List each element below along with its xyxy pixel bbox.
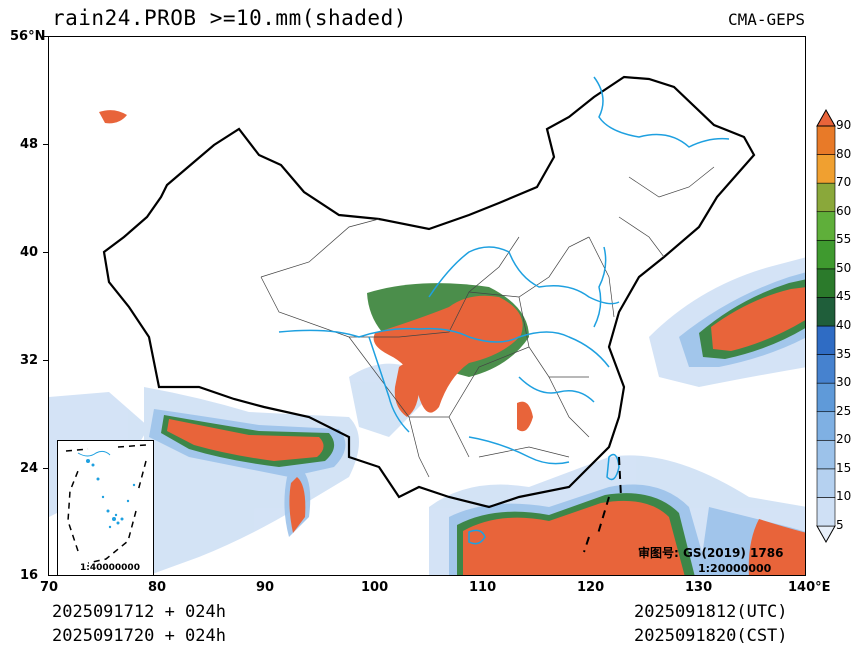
- tick: [43, 36, 48, 37]
- colorbar-segment: [816, 239, 836, 270]
- rivers: [278, 76, 730, 465]
- map-scale: 1:20000000: [698, 562, 772, 575]
- lon-label-80: 80: [148, 580, 167, 595]
- provincial-borders: [260, 166, 715, 478]
- tick: [43, 360, 48, 361]
- map-approval-number: 审图号: GS(2019) 1786: [638, 546, 784, 560]
- colorbar-segment: [816, 439, 836, 470]
- init-time-cst: 2025091720 + 024h: [52, 626, 226, 646]
- colorbar-high-triangle: [816, 108, 836, 127]
- lon-label-90: 90: [256, 580, 275, 595]
- dashed-boundary: [583, 456, 622, 553]
- lat-label-16: 16: [20, 568, 39, 583]
- colorbar-label: 5: [836, 518, 844, 532]
- lon-label-120: 120: [577, 580, 605, 595]
- colorbar-segment: [816, 382, 836, 413]
- colorbar: [816, 108, 836, 544]
- colorbar-label: 15: [836, 460, 852, 475]
- lon-label-110: 110: [469, 580, 497, 595]
- colorbar-segment: [816, 211, 836, 241]
- inset-scale: 1:40000000: [80, 563, 140, 573]
- colorbar-label: 20: [836, 432, 852, 447]
- taiwan-island: [606, 453, 620, 481]
- lat-label-24: 24: [20, 461, 39, 476]
- tick: [43, 252, 48, 253]
- colorbar-label: 25: [836, 403, 852, 418]
- colorbar-segment: [816, 497, 836, 527]
- colorbar-segment: [816, 154, 836, 184]
- colorbar-label: 80: [836, 146, 852, 161]
- colorbar-segment: [816, 354, 836, 384]
- colorbar-label: 10: [836, 489, 852, 504]
- lat-label-48: 48: [20, 137, 39, 152]
- inset-canvas: [65, 444, 147, 564]
- colorbar-label: 60: [836, 203, 852, 218]
- valid-time-cst: 2025091820(CST): [634, 626, 788, 646]
- colorbar-label: 90: [836, 118, 852, 132]
- init-time-utc: 2025091712 + 024h: [52, 602, 226, 622]
- colorbar-label: 35: [836, 346, 852, 361]
- valid-time-utc: 2025091812(UTC): [634, 602, 788, 622]
- lon-label-140: 140°E: [788, 580, 831, 595]
- lat-label-40: 40: [20, 245, 39, 260]
- colorbar-segment: [816, 268, 836, 298]
- colorbar-low-triangle: [816, 525, 836, 544]
- lon-label-130: 130: [685, 580, 713, 595]
- map-frame: [48, 36, 806, 576]
- colorbar-segment: [816, 411, 836, 441]
- colorbar-label: 70: [836, 175, 852, 190]
- tick: [43, 468, 48, 469]
- lon-label-100: 100: [361, 580, 389, 595]
- lat-label-32: 32: [20, 353, 39, 368]
- lat-label-56: 56°N: [10, 29, 46, 44]
- high-prob-shading: [99, 110, 805, 575]
- lon-label-70: 70: [40, 580, 59, 595]
- map-canvas: [49, 75, 805, 575]
- tick: [43, 144, 48, 145]
- colorbar-label: 50: [836, 260, 852, 275]
- map-title: rain24.PROB >=10.mm(shaded): [52, 6, 407, 30]
- colorbar-segment: [816, 182, 836, 213]
- colorbar-label: 30: [836, 375, 852, 390]
- colorbar-segment: [816, 125, 836, 155]
- national-border: [102, 75, 756, 509]
- hainan-island: [468, 529, 486, 545]
- colorbar-segment: [816, 468, 836, 498]
- colorbar-segment: [816, 297, 836, 327]
- colorbar-label: 55: [836, 232, 852, 247]
- south-china-sea-inset: [57, 440, 154, 576]
- colorbar-label: 40: [836, 318, 852, 332]
- colorbar-label: 45: [836, 289, 852, 304]
- source-label: CMA-GEPS: [727, 10, 805, 29]
- colorbar-segment: [816, 325, 836, 355]
